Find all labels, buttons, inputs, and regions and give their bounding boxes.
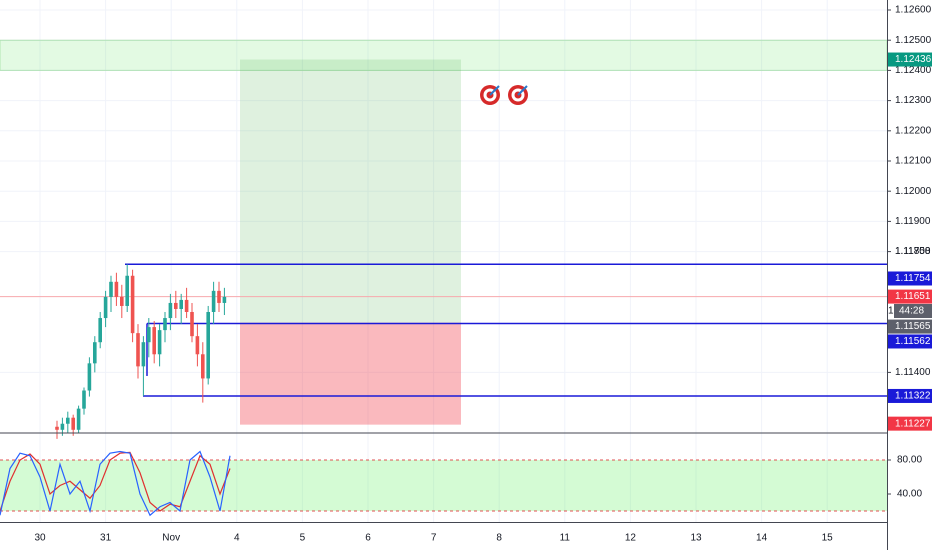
countdown-time: 44:28 xyxy=(899,306,924,317)
oscillator-pane xyxy=(0,450,887,517)
badge-label: 1.11651 xyxy=(895,291,931,302)
candle-body xyxy=(55,426,59,430)
candle-body xyxy=(120,296,124,306)
candle-body xyxy=(190,312,194,337)
candle-body xyxy=(157,330,162,355)
price-label: 1.12400 xyxy=(895,65,932,76)
candle-body xyxy=(82,390,86,409)
candle-body xyxy=(136,333,140,367)
time-label: 4 xyxy=(234,533,240,544)
time-label: 14 xyxy=(756,533,768,544)
zone xyxy=(0,39,888,71)
price-badge xyxy=(888,334,932,349)
time-label: 13 xyxy=(690,533,702,544)
candle-body xyxy=(217,290,221,303)
loss-zone xyxy=(240,322,461,425)
badge-label: 1.12436 xyxy=(895,54,932,65)
badge-label: 1.11754 xyxy=(895,273,931,284)
badge-label: 1.11227 xyxy=(895,418,931,429)
countdown-badge xyxy=(888,304,932,318)
candle-body xyxy=(60,423,65,430)
price-label: 1.12000 xyxy=(895,186,932,197)
candle-body xyxy=(87,363,92,391)
candle-body xyxy=(195,336,200,355)
time-label: 6 xyxy=(365,533,371,544)
candle-body xyxy=(103,296,108,319)
time-label: 5 xyxy=(300,533,306,544)
candle-body xyxy=(206,312,210,379)
candle-body xyxy=(93,342,97,364)
price-badge xyxy=(888,416,932,431)
time-label: 12 xyxy=(625,533,637,544)
osc-line-k xyxy=(0,450,231,517)
candle-body xyxy=(98,318,102,343)
time-label: 31 xyxy=(100,533,112,544)
badge-label: 1.11565 xyxy=(895,321,931,332)
candle-body xyxy=(152,327,156,355)
badge-label: 1.11562 xyxy=(895,336,931,347)
price-label: 1.12300 xyxy=(895,95,932,106)
osc-band xyxy=(0,460,887,511)
countdown-stub xyxy=(888,304,894,318)
target-icons xyxy=(480,85,528,105)
time-label: 30 xyxy=(34,533,46,544)
price-badge xyxy=(888,289,932,304)
candle-body xyxy=(130,275,135,334)
price-axis: 1.12600 1.12500 1.12400 1.12300 1.12200 1.121… xyxy=(34,5,932,544)
candle-body xyxy=(66,417,70,424)
price-label: 1.11800 xyxy=(895,246,931,257)
price-label: 1.12500 xyxy=(895,35,932,46)
time-label: 11 xyxy=(560,533,571,544)
candle-body xyxy=(141,342,146,367)
candle-body xyxy=(109,281,113,297)
osc-label: 80.00 xyxy=(897,455,922,466)
candle-body xyxy=(147,327,151,343)
time-label: Nov xyxy=(162,533,180,544)
candle-body xyxy=(168,302,173,319)
price-badge xyxy=(888,388,932,403)
grid xyxy=(0,0,887,522)
candle-body xyxy=(222,296,227,303)
candle-body xyxy=(184,299,189,312)
main-pane xyxy=(0,39,888,439)
badge-label: 1.11322 xyxy=(895,391,931,402)
candle-body xyxy=(76,408,81,430)
price-badge xyxy=(888,271,932,286)
time-label: 15 xyxy=(822,533,834,544)
candle-body xyxy=(163,318,167,331)
time-label: 7 xyxy=(431,533,437,544)
countdown-prefix: 1 xyxy=(888,306,894,317)
candle-body xyxy=(125,275,129,306)
candle-body xyxy=(71,417,75,430)
price-badge xyxy=(888,52,932,67)
osc-label: 40.00 xyxy=(897,489,922,500)
candle-body xyxy=(179,299,183,309)
time-label: 8 xyxy=(496,533,502,544)
price-label: 1.12600 xyxy=(895,5,932,16)
level-label: 1.11758 xyxy=(895,246,931,257)
price-label: 1.11900 xyxy=(895,216,931,227)
profit-zone xyxy=(240,59,461,323)
price-label: 1.12200 xyxy=(895,125,932,136)
osc-line-d xyxy=(0,451,231,512)
candle-body xyxy=(211,290,216,312)
price-badge xyxy=(888,319,932,334)
candle-body xyxy=(174,302,178,309)
price-label: 1.12100 xyxy=(895,156,932,167)
candle-body xyxy=(114,281,119,297)
candle-body xyxy=(201,354,205,379)
price-label: 1.11400 xyxy=(895,367,931,378)
